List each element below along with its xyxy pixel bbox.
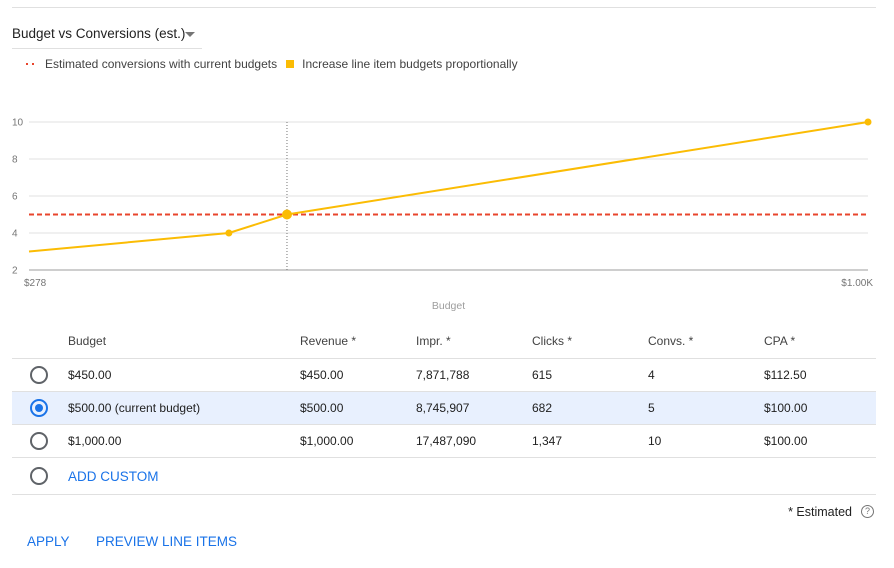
help-icon[interactable]: ?: [861, 505, 874, 518]
budget-table: Budget Revenue * Impr. * Clicks * Convs.…: [12, 324, 876, 495]
cell-clicks: 615: [532, 358, 648, 392]
cell-conversions: 10: [648, 424, 764, 458]
table-row[interactable]: $450.00 $450.00 7,871,788 615 4 $112.50: [12, 358, 876, 392]
data-point: [864, 118, 872, 126]
square-swatch-icon: [286, 60, 295, 68]
metric-selector-dropdown[interactable]: Budget vs Conversions (est.): [12, 22, 202, 49]
cell-conversions: 4: [648, 358, 764, 392]
series-line-proportional: [28, 121, 869, 253]
budget-chart: 10 8 6 4 2 $278 $1.00K Budget: [12, 118, 873, 313]
add-custom-link[interactable]: ADD CUSTOM: [68, 468, 159, 484]
dashed-line-swatch-icon: [26, 63, 34, 65]
cell-impressions: 8,745,907: [416, 391, 532, 425]
y-tick-label: 8: [12, 155, 18, 166]
cell-revenue: $450.00: [300, 358, 416, 392]
x-tick-label: $278: [24, 278, 47, 289]
metric-selector-label: Budget vs Conversions (est.): [12, 26, 186, 41]
cell-impressions: 17,487,090: [416, 424, 532, 458]
legend-item-proportional: Increase line item budgets proportionall…: [286, 57, 518, 71]
cell-clicks: 682: [532, 391, 648, 425]
x-tick-label: $1.00K: [841, 278, 873, 289]
radio-button[interactable]: [30, 467, 48, 485]
legend-item-current: Estimated conversions with current budge…: [26, 57, 277, 71]
cell-cpa: $100.00: [764, 424, 876, 458]
cell-revenue: $1,000.00: [300, 424, 416, 458]
cell-budget: $450.00: [68, 358, 300, 392]
cell-budget: $1,000.00: [68, 424, 300, 458]
data-point: [225, 229, 233, 237]
table-row[interactable]: $500.00 (current budget) $500.00 8,745,9…: [12, 391, 876, 425]
y-tick-label: 2: [12, 266, 18, 277]
cell-revenue: $500.00: [300, 391, 416, 425]
y-tick-label: 4: [12, 229, 18, 240]
legend-label-proportional: Increase line item budgets proportionall…: [302, 57, 518, 71]
cell-cpa: $100.00: [764, 391, 876, 425]
radio-button[interactable]: [30, 366, 48, 384]
estimated-note: * Estimated: [788, 505, 852, 519]
radio-button-selected[interactable]: [30, 399, 48, 417]
cell-cpa: $112.50: [764, 358, 876, 392]
cell-conversions: 5: [648, 391, 764, 425]
header-cpa: CPA *: [764, 324, 876, 359]
data-point: [281, 209, 292, 220]
chart-legend: Estimated conversions with current budge…: [26, 57, 527, 71]
preview-line-items-button[interactable]: PREVIEW LINE ITEMS: [96, 534, 238, 549]
header-conversions: Convs. *: [648, 324, 764, 359]
header-clicks: Clicks *: [532, 324, 648, 359]
table-header-row: Budget Revenue * Impr. * Clicks * Convs.…: [12, 324, 876, 359]
x-axis-label: Budget: [432, 300, 465, 312]
cell-impressions: 7,871,788: [416, 358, 532, 392]
y-tick-label: 10: [12, 118, 24, 129]
y-tick-label: 6: [12, 192, 18, 203]
caret-down-icon: [185, 32, 195, 37]
add-custom-row[interactable]: ADD CUSTOM: [12, 457, 876, 495]
cell-budget: $500.00 (current budget): [68, 391, 300, 425]
top-divider: [12, 7, 876, 8]
cell-clicks: 1,347: [532, 424, 648, 458]
header-impressions: Impr. *: [416, 324, 532, 359]
legend-label-current: Estimated conversions with current budge…: [45, 57, 278, 71]
table-row[interactable]: $1,000.00 $1,000.00 17,487,090 1,347 10 …: [12, 424, 876, 458]
header-revenue: Revenue *: [300, 324, 416, 359]
radio-button[interactable]: [30, 432, 48, 450]
header-budget: Budget: [68, 324, 300, 359]
apply-button[interactable]: APPLY: [27, 534, 70, 549]
